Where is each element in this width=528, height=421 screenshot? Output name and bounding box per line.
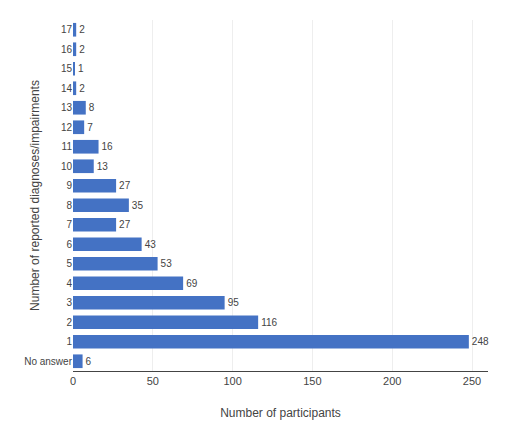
svg-text:5: 5 xyxy=(66,258,72,269)
svg-text:11: 11 xyxy=(62,141,73,152)
svg-text:14: 14 xyxy=(61,83,73,94)
svg-text:7: 7 xyxy=(66,219,72,230)
svg-text:2: 2 xyxy=(79,83,85,94)
svg-text:2: 2 xyxy=(79,44,85,55)
svg-text:248: 248 xyxy=(472,336,489,347)
svg-text:4: 4 xyxy=(66,278,72,289)
svg-text:8: 8 xyxy=(66,200,72,211)
svg-text:0: 0 xyxy=(70,375,76,387)
svg-text:250: 250 xyxy=(463,375,481,387)
svg-text:Number of reported diagnoses/i: Number of reported diagnoses/impairments xyxy=(28,80,42,311)
svg-text:Number of participants: Number of participants xyxy=(220,406,341,420)
svg-text:150: 150 xyxy=(303,375,321,387)
svg-text:15: 15 xyxy=(61,63,73,74)
svg-text:50: 50 xyxy=(147,375,159,387)
svg-text:43: 43 xyxy=(145,239,157,250)
svg-text:7: 7 xyxy=(87,122,93,133)
svg-text:13: 13 xyxy=(97,161,109,172)
svg-text:17: 17 xyxy=(61,24,73,35)
svg-text:27: 27 xyxy=(119,180,131,191)
svg-text:10: 10 xyxy=(61,161,73,172)
svg-text:2: 2 xyxy=(79,24,85,35)
svg-text:9: 9 xyxy=(66,180,72,191)
svg-text:27: 27 xyxy=(119,219,131,230)
svg-text:69: 69 xyxy=(186,278,198,289)
svg-text:100: 100 xyxy=(223,375,241,387)
svg-text:35: 35 xyxy=(132,200,144,211)
svg-text:200: 200 xyxy=(383,375,401,387)
svg-text:3: 3 xyxy=(66,297,72,308)
svg-text:1: 1 xyxy=(66,336,72,347)
svg-text:6: 6 xyxy=(86,356,92,367)
svg-text:2: 2 xyxy=(66,317,72,328)
svg-text:53: 53 xyxy=(161,258,173,269)
svg-text:1: 1 xyxy=(78,63,84,74)
svg-text:95: 95 xyxy=(228,297,240,308)
svg-text:16: 16 xyxy=(102,141,114,152)
svg-text:6: 6 xyxy=(66,239,72,250)
svg-text:13: 13 xyxy=(61,102,73,113)
svg-text:16: 16 xyxy=(61,44,73,55)
svg-text:12: 12 xyxy=(61,122,73,133)
svg-text:No answer: No answer xyxy=(24,356,72,367)
svg-text:116: 116 xyxy=(261,317,277,328)
svg-text:8: 8 xyxy=(89,102,95,113)
